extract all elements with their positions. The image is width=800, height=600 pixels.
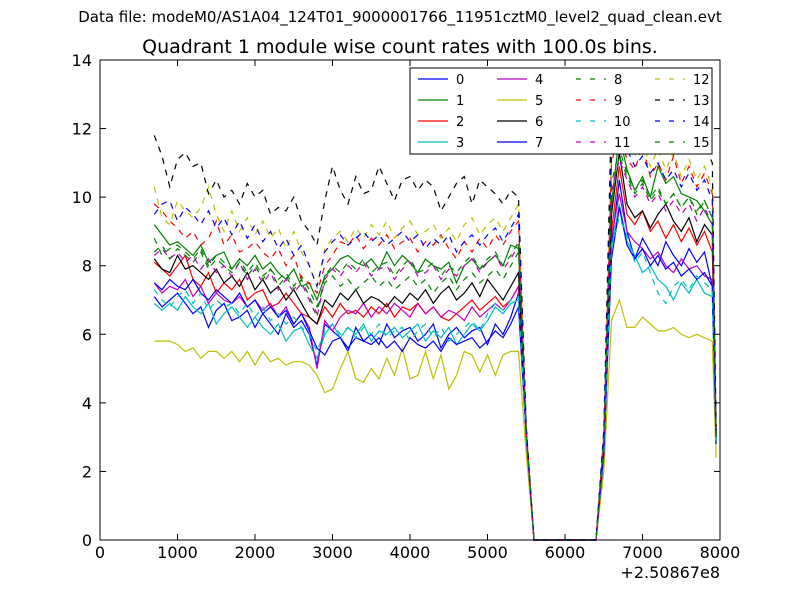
series-10-line — [153, 215, 717, 541]
series-13-line — [153, 89, 717, 541]
legend-label-12: 12 — [693, 73, 710, 88]
legend-label-1: 1 — [456, 94, 464, 109]
ticks-layer: 0 1000 2000 3000 4000 5000 6000 7000 80000246810… — [72, 51, 741, 562]
x-tick-label: 8000 — [700, 543, 741, 562]
legend-label-6: 6 — [535, 115, 543, 130]
series-1-line — [153, 135, 717, 541]
legend-label-2: 2 — [456, 115, 464, 130]
legend-label-15: 15 — [693, 136, 710, 151]
x-offset-label: +2.50867e8 — [620, 563, 720, 582]
x-tick-label: 4000 — [390, 543, 431, 562]
legend-label-3: 3 — [456, 136, 464, 151]
x-tick-label: 7000 — [622, 543, 663, 562]
y-tick-label: 6 — [82, 325, 92, 344]
y-tick-label: 10 — [72, 188, 92, 207]
legend-label-14: 14 — [693, 115, 710, 130]
data-file-suptitle: Data file: modeM0/AS1A04_124T01_90000017… — [78, 8, 722, 26]
y-tick-label: 4 — [82, 394, 92, 413]
series-4-line — [153, 193, 717, 541]
y-tick-label: 2 — [82, 462, 92, 481]
y-tick-label: 12 — [72, 120, 92, 139]
series-3-line — [153, 203, 717, 541]
y-tick-label: 0 — [82, 531, 92, 550]
legend-box — [409, 67, 713, 155]
legend-label-13: 13 — [693, 94, 710, 109]
y-tick-label: 14 — [72, 51, 92, 70]
x-tick-label: 0 — [95, 543, 105, 562]
chart-title: Quadrant 1 module wise count rates with … — [142, 36, 658, 58]
series-9-line — [153, 129, 717, 541]
series-layer — [153, 89, 717, 541]
legend-label-9: 9 — [614, 94, 622, 109]
x-tick-label: 2000 — [235, 543, 276, 562]
series-5-line — [154, 298, 717, 541]
legend-label-7: 7 — [535, 136, 543, 151]
series-15-line — [153, 146, 717, 541]
x-tick-label: 6000 — [545, 543, 586, 562]
x-tick-label: 3000 — [312, 543, 353, 562]
series-11-line — [153, 157, 717, 541]
legend-label-4: 4 — [535, 73, 543, 88]
legend-label-5: 5 — [535, 94, 543, 109]
legend-label-10: 10 — [614, 115, 631, 130]
legend-label-8: 8 — [614, 73, 622, 88]
series-7-line — [153, 207, 717, 541]
x-tick-label: 1000 — [157, 543, 198, 562]
series-2-line — [153, 166, 717, 541]
x-tick-label: 5000 — [467, 543, 508, 562]
series-8-line — [153, 153, 717, 541]
legend-label-11: 11 — [614, 136, 631, 151]
y-tick-label: 8 — [82, 257, 92, 276]
series-6-line — [153, 152, 717, 541]
legend-label-0: 0 — [456, 73, 464, 88]
